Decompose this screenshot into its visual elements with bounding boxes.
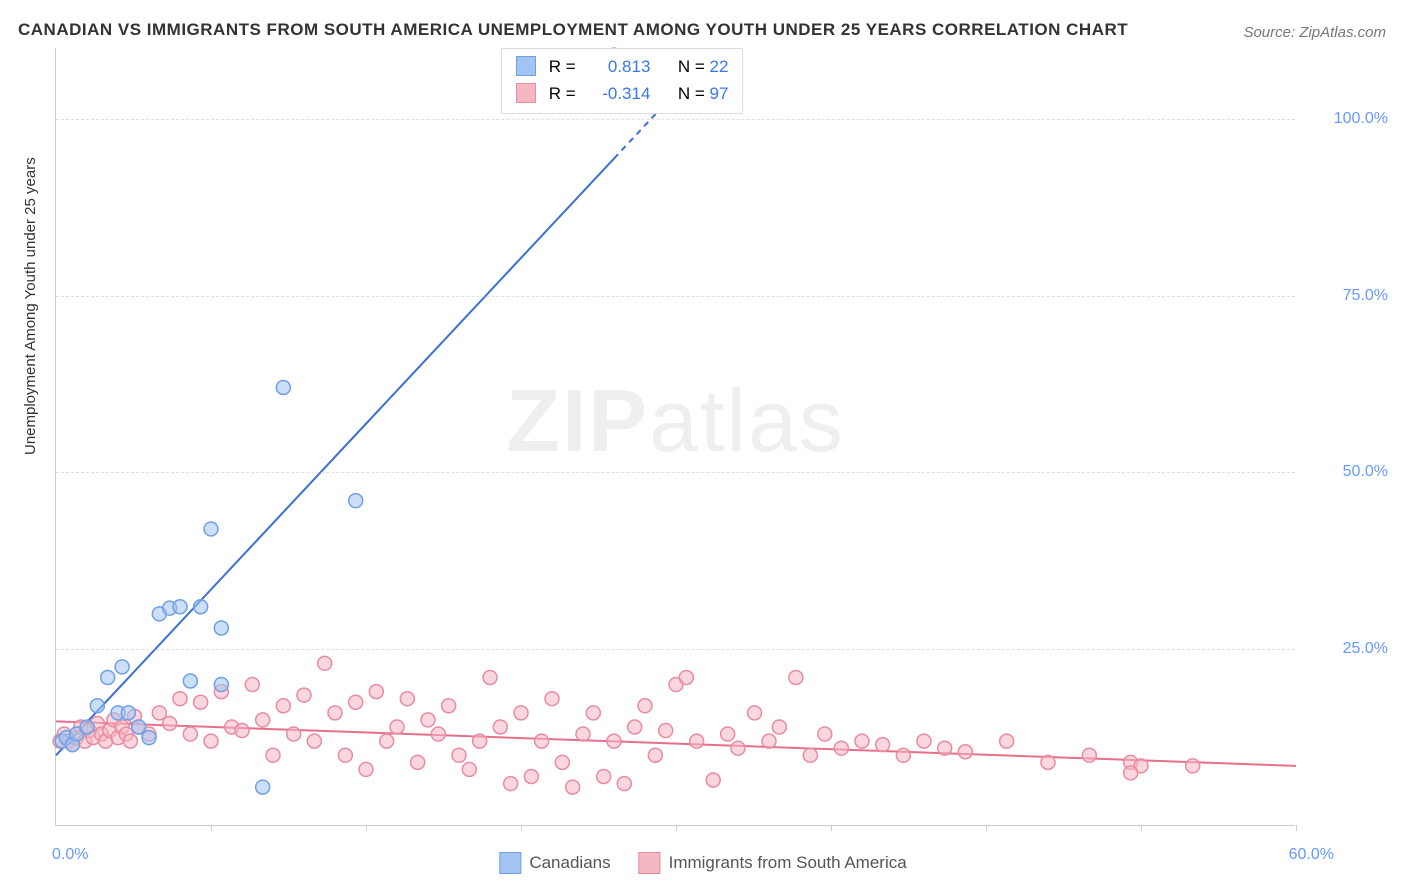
- x-minor-tick: [676, 825, 677, 831]
- y-tick-label: 25.0%: [1343, 640, 1388, 658]
- x-minor-tick: [1141, 825, 1142, 831]
- x-tick-end: 60.0%: [1289, 846, 1334, 864]
- r-label: R =: [549, 57, 576, 76]
- source-label: Source: ZipAtlas.com: [1243, 24, 1386, 41]
- x-minor-tick: [521, 825, 522, 831]
- x-minor-tick: [211, 825, 212, 831]
- y-tick-label: 75.0%: [1343, 287, 1388, 305]
- legend-item-immigrants: Immigrants from South America: [639, 852, 907, 874]
- stats-row-immigrants: R = -0.314 N = 97: [516, 80, 728, 107]
- x-minor-tick: [831, 825, 832, 831]
- y-tick-label: 50.0%: [1343, 463, 1388, 481]
- canadians-n-value: 22: [710, 57, 729, 76]
- legend-label-canadians: Canadians: [529, 853, 610, 873]
- x-minor-tick: [366, 825, 367, 831]
- scatter-plot: [56, 48, 1295, 825]
- legend: Canadians Immigrants from South America: [499, 852, 906, 874]
- x-minor-tick: [1296, 825, 1297, 831]
- legend-swatch-immigrants: [639, 852, 661, 874]
- legend-swatch-canadians: [499, 852, 521, 874]
- n-label: N =: [678, 84, 705, 103]
- legend-label-immigrants: Immigrants from South America: [669, 853, 907, 873]
- stats-swatch-immigrants: [516, 83, 536, 103]
- immigrants-n-value: 97: [710, 84, 729, 103]
- y-axis-label: Unemployment Among Youth under 25 years: [22, 157, 39, 455]
- n-label: N =: [678, 57, 705, 76]
- chart-title: CANADIAN VS IMMIGRANTS FROM SOUTH AMERIC…: [18, 20, 1128, 40]
- grid-line: [56, 472, 1295, 473]
- x-minor-tick: [986, 825, 987, 831]
- stats-box: R = 0.813 N = 22 R = -0.314 N = 97: [501, 48, 743, 114]
- x-tick-origin: 0.0%: [52, 846, 88, 864]
- grid-line: [56, 119, 1295, 120]
- stats-row-canadians: R = 0.813 N = 22: [516, 53, 728, 80]
- grid-line: [56, 649, 1295, 650]
- grid-line: [56, 296, 1295, 297]
- y-tick-label: 100.0%: [1334, 110, 1388, 128]
- r-label: R =: [549, 84, 576, 103]
- canadians-r-value: 0.813: [580, 53, 650, 80]
- legend-item-canadians: Canadians: [499, 852, 610, 874]
- plot-area: ZIPatlas R = 0.813 N = 22 R = -0.314 N =…: [55, 48, 1295, 826]
- immigrants-r-value: -0.314: [580, 80, 650, 107]
- stats-swatch-canadians: [516, 56, 536, 76]
